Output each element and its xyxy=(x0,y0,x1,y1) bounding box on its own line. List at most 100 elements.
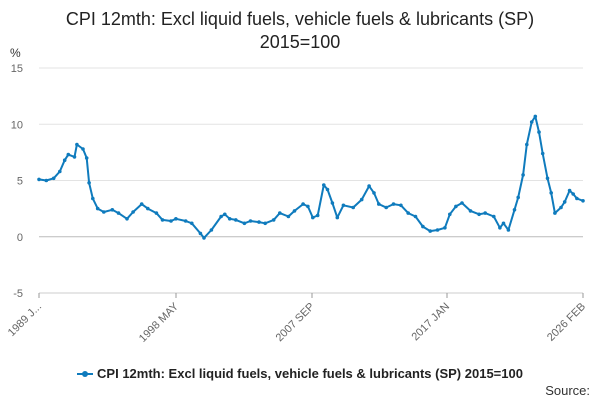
data-point[interactable] xyxy=(139,202,144,206)
data-point[interactable] xyxy=(219,214,223,219)
data-point[interactable] xyxy=(483,211,488,215)
data-point[interactable] xyxy=(540,151,545,156)
data-point[interactable] xyxy=(322,183,326,187)
data-point[interactable] xyxy=(571,192,575,196)
data-point[interactable] xyxy=(443,226,447,230)
data-point[interactable] xyxy=(498,226,502,230)
data-point[interactable] xyxy=(169,219,173,223)
data-point[interactable] xyxy=(91,196,95,201)
data-point[interactable] xyxy=(367,184,371,188)
data-point[interactable] xyxy=(271,218,276,222)
data-point[interactable] xyxy=(263,221,268,226)
data-point[interactable] xyxy=(567,188,572,193)
data-point[interactable] xyxy=(202,236,206,240)
data-point[interactable] xyxy=(384,205,389,210)
data-point[interactable] xyxy=(58,169,62,174)
data-point[interactable] xyxy=(468,209,473,213)
data-point[interactable] xyxy=(525,142,529,147)
data-point[interactable] xyxy=(102,210,106,214)
data-point[interactable] xyxy=(562,200,567,204)
data-point[interactable] xyxy=(377,202,381,206)
data-point[interactable] xyxy=(248,219,253,223)
data-point[interactable] xyxy=(516,195,520,200)
data-point[interactable] xyxy=(209,228,214,232)
data-point[interactable] xyxy=(549,191,553,195)
data-point[interactable] xyxy=(37,177,41,182)
data-point[interactable] xyxy=(95,206,100,211)
data-point[interactable] xyxy=(278,211,282,215)
data-point[interactable] xyxy=(286,214,291,219)
data-point[interactable] xyxy=(421,224,425,229)
data-point[interactable] xyxy=(477,212,481,217)
data-point[interactable] xyxy=(198,231,203,236)
data-point[interactable] xyxy=(234,218,238,222)
data-point[interactable] xyxy=(391,202,396,206)
data-point[interactable] xyxy=(292,209,297,213)
data-point[interactable] xyxy=(242,221,247,226)
data-point[interactable] xyxy=(160,218,165,222)
data-point[interactable] xyxy=(575,196,579,201)
data-point[interactable] xyxy=(512,208,517,212)
data-point[interactable] xyxy=(448,212,452,217)
y-tick-label: 0 xyxy=(17,232,23,244)
data-point[interactable] xyxy=(51,176,56,181)
data-point[interactable] xyxy=(533,114,538,119)
data-point[interactable] xyxy=(131,210,135,214)
data-point[interactable] xyxy=(501,221,506,226)
data-point[interactable] xyxy=(190,221,194,226)
data-point[interactable] xyxy=(257,220,261,224)
data-point[interactable] xyxy=(84,156,89,160)
data-point[interactable] xyxy=(529,120,534,124)
data-point[interactable] xyxy=(125,217,129,221)
data-point[interactable] xyxy=(87,181,91,185)
legend[interactable]: CPI 12mth: Excl liquid fuels, vehicle fu… xyxy=(0,366,600,381)
data-point[interactable] xyxy=(301,202,305,206)
data-point[interactable] xyxy=(553,211,557,215)
data-point[interactable] xyxy=(75,142,79,147)
data-point[interactable] xyxy=(183,219,188,223)
data-point[interactable] xyxy=(545,176,550,181)
data-point[interactable] xyxy=(435,228,440,232)
data-point[interactable] xyxy=(492,214,496,219)
x-tick-label: 2017 JAN xyxy=(409,301,452,344)
y-tick-label: -5 xyxy=(13,288,23,300)
data-point[interactable] xyxy=(72,155,77,159)
data-point[interactable] xyxy=(506,228,511,232)
data-point[interactable] xyxy=(335,215,340,220)
data-point[interactable] xyxy=(315,213,320,218)
data-point[interactable] xyxy=(460,201,464,205)
data-point[interactable] xyxy=(306,204,310,209)
data-point[interactable] xyxy=(428,229,433,233)
data-point[interactable] xyxy=(581,199,585,203)
data-point[interactable] xyxy=(537,130,541,134)
x-tick-label: 1998 MAY xyxy=(137,300,182,345)
data-point[interactable] xyxy=(325,187,330,192)
data-point[interactable] xyxy=(116,211,121,215)
data-point[interactable] xyxy=(399,203,403,208)
data-point[interactable] xyxy=(227,217,232,221)
data-point[interactable] xyxy=(146,206,150,211)
data-point[interactable] xyxy=(223,212,227,217)
data-point[interactable] xyxy=(174,217,178,221)
series-line xyxy=(38,115,584,239)
y-axis-label: % xyxy=(10,46,21,60)
data-point[interactable] xyxy=(559,205,563,210)
data-point[interactable] xyxy=(44,178,49,183)
data-point[interactable] xyxy=(154,211,159,215)
data-point[interactable] xyxy=(406,211,411,215)
data-point[interactable] xyxy=(351,205,356,210)
data-point[interactable] xyxy=(62,158,67,162)
data-point[interactable] xyxy=(341,203,346,208)
source-label: Source: xyxy=(545,383,590,398)
data-point[interactable] xyxy=(66,152,71,157)
legend-swatch xyxy=(77,369,94,379)
data-point[interactable] xyxy=(413,214,418,219)
data-point[interactable] xyxy=(311,215,315,220)
data-point[interactable] xyxy=(110,208,115,212)
data-point[interactable] xyxy=(359,197,364,202)
data-point[interactable] xyxy=(372,191,376,195)
data-point[interactable] xyxy=(454,204,458,209)
data-point[interactable] xyxy=(330,201,335,205)
data-point[interactable] xyxy=(81,147,85,151)
data-point[interactable] xyxy=(521,173,525,177)
